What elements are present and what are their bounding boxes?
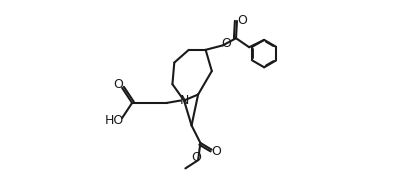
Text: N: N [180,94,189,107]
Text: HO: HO [105,114,124,127]
Text: O: O [192,151,202,164]
Text: O: O [113,78,123,91]
Text: O: O [222,37,232,50]
Text: O: O [212,145,221,158]
Text: O: O [238,14,248,27]
